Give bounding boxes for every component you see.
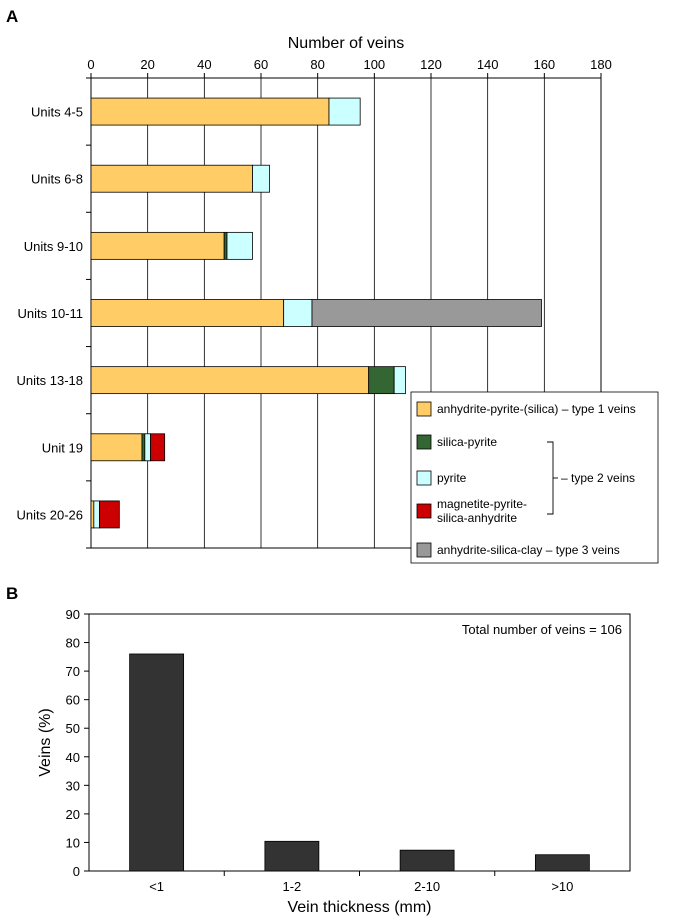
category-label-a: Unit 19 — [42, 440, 83, 455]
bar-segment-a — [90, 231, 225, 260]
x-tick-label-a: 80 — [310, 57, 324, 72]
bar-segment-a — [90, 433, 143, 462]
x-axis-title-b: Vein thickness (mm) — [287, 899, 431, 916]
legend-label-a: magnetite-pyrite- — [437, 497, 527, 511]
bar-segment-a — [226, 231, 253, 260]
legend-label-a: silica-anhydrite — [437, 511, 517, 525]
bar-segment-a — [311, 299, 542, 327]
bar-segment-a — [90, 299, 285, 327]
bar-segment-a — [368, 366, 395, 395]
category-label-a: Units 13-18 — [17, 373, 83, 388]
x-tick-label-a: 60 — [254, 57, 268, 72]
y-tick-label-b: 70 — [66, 664, 80, 679]
panel-label-b: B — [6, 584, 18, 603]
bar-segment-a — [150, 433, 166, 462]
bar-segment-a — [252, 164, 270, 193]
legend-swatch-a — [416, 401, 432, 417]
category-label-a: Units 6-8 — [31, 172, 83, 187]
bar-segment-a — [328, 97, 361, 126]
category-label-a: Units 4-5 — [31, 105, 83, 120]
bar-segment-a — [99, 500, 120, 529]
category-label-a: Units 20-26 — [17, 507, 83, 522]
bar-segment-a — [141, 433, 146, 462]
y-tick-label-b: 10 — [66, 835, 80, 850]
y-axis-title-b: Veins (%) — [37, 708, 54, 776]
bar-segment-a — [393, 366, 406, 395]
legend-swatch-a — [416, 434, 432, 450]
bar-segment-a — [283, 299, 313, 327]
legend-box-a — [410, 391, 659, 564]
x-tick-label-a: 160 — [533, 57, 555, 72]
x-axis-title-a: Number of veins — [288, 35, 405, 52]
y-tick-label-b: 30 — [66, 778, 80, 793]
x-tick-label-a: 0 — [87, 57, 94, 72]
category-label-a: Units 9-10 — [24, 239, 83, 254]
x-tick-label-a: 180 — [590, 57, 612, 72]
legend-label-a: anhydrite-silica-clay – type 3 veins — [437, 543, 620, 557]
x-tick-label-b: <1 — [149, 879, 164, 894]
bar-segment-a — [144, 433, 151, 462]
y-tick-label-b: 50 — [66, 721, 80, 736]
x-tick-label-a: 100 — [363, 57, 385, 72]
x-tick-label-a: 120 — [420, 57, 442, 72]
bar-b — [264, 840, 320, 872]
y-tick-label-b: 0 — [73, 864, 80, 879]
bar-segment-a — [90, 500, 95, 529]
bar-b — [399, 849, 455, 872]
bar-segment-a — [90, 164, 253, 193]
legend-group-label-a: – type 2 veins — [561, 471, 635, 485]
chart-a: A Number of veins 0 20 40 60 80 100 120 140 160 180… — [6, 7, 659, 564]
bar-segment-a — [93, 500, 100, 529]
x-tick-label-a: 40 — [197, 57, 211, 72]
legend-label-a: pyrite — [437, 471, 467, 485]
x-tick-label-a: 140 — [477, 57, 499, 72]
legend-swatch-a — [416, 470, 432, 486]
y-tick-label-b: 60 — [66, 693, 80, 708]
legend-label-a: anhydrite-pyrite-(silica) – type 1 veins — [437, 402, 636, 416]
annotation-b: Total number of veins = 106 — [462, 622, 622, 637]
bar-segment-a — [90, 366, 370, 395]
panel-label-a: A — [6, 7, 18, 26]
bar-segment-a — [90, 97, 330, 126]
x-tick-label-b: >10 — [551, 879, 573, 894]
chart-b: B 0 10 20 30 40 50 60 70 80 90 <1 1-2 2-10 >10 Vein thi… — [6, 584, 631, 916]
category-label-a: Units 10-11 — [17, 306, 83, 321]
y-tick-label-b: 20 — [66, 807, 80, 822]
x-tick-label-b: 1-2 — [282, 879, 301, 894]
bar-segment-a — [223, 231, 228, 260]
legend-label-a: silica-pyrite — [437, 435, 497, 449]
x-tick-label-b: 2-10 — [414, 879, 440, 894]
bar-b — [129, 653, 185, 872]
y-tick-label-b: 40 — [66, 750, 80, 765]
legend-swatch-a — [416, 503, 432, 519]
legend-swatch-a — [416, 542, 432, 558]
bar-b — [534, 854, 590, 872]
y-tick-label-b: 90 — [66, 607, 80, 622]
y-tick-label-b: 80 — [66, 636, 80, 651]
x-tick-label-a: 20 — [140, 57, 154, 72]
